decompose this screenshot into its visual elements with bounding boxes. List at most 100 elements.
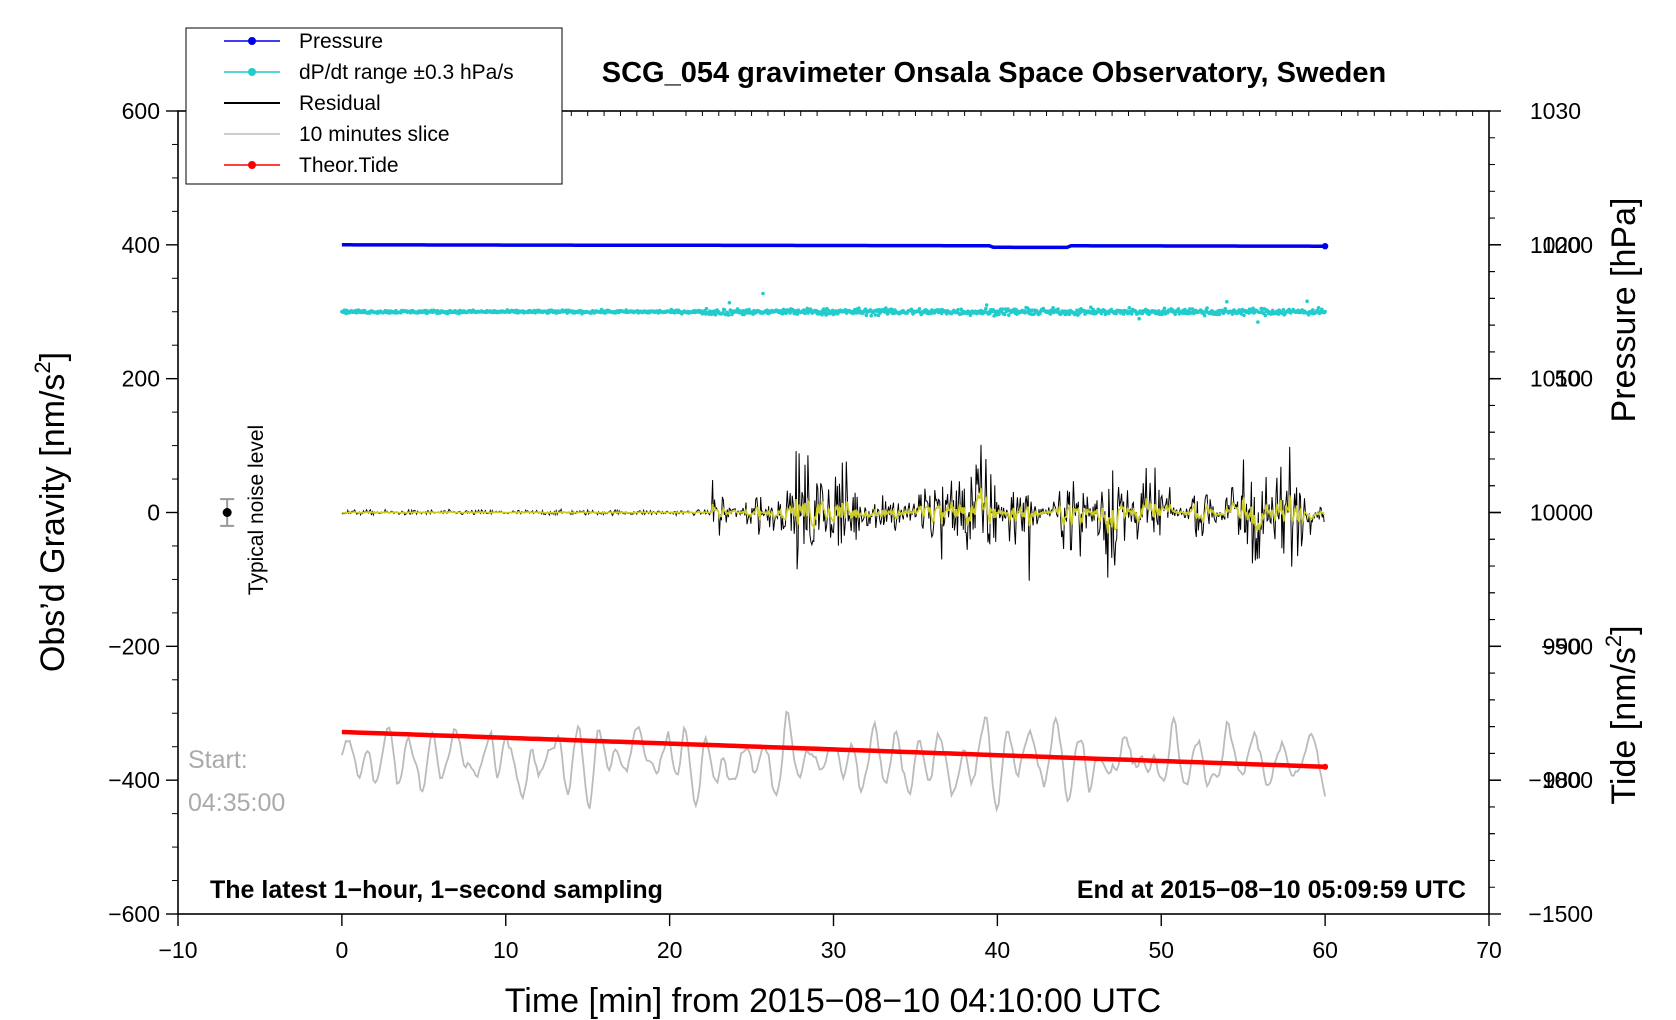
dpdt-point	[1064, 312, 1068, 317]
legend-box	[185, 27, 563, 185]
dpdt-point	[1056, 307, 1060, 311]
dpdt-point	[873, 313, 878, 317]
y-left-tick-label: −400	[108, 767, 160, 793]
dpdt-point	[1121, 312, 1126, 316]
dpdt-point	[1183, 307, 1187, 312]
dpdt-point	[857, 306, 861, 311]
dpdt-point	[1173, 312, 1177, 317]
x-axis-label: Time [min] from 2015−08−10 04:10:00 UTC	[505, 982, 1161, 1020]
x-tick-label: 50	[1148, 937, 1174, 963]
y-pressure-tick-label: 990	[1543, 633, 1581, 659]
plot-frame	[177, 110, 1490, 915]
dpdt-point	[1316, 306, 1321, 310]
series-dpdt	[340, 291, 1327, 324]
dpdt-point	[864, 313, 869, 318]
dpdt-point	[1162, 306, 1167, 311]
tide-end-marker	[1322, 763, 1329, 770]
bottom-right-note: End at 2015−08−10 05:09:59 UTC	[1077, 876, 1466, 904]
dpdt-point	[1251, 306, 1255, 311]
y-tide-tick-label: −1000	[1528, 767, 1593, 793]
x-tick-label: 0	[335, 937, 348, 963]
x-tick-label: 30	[821, 937, 847, 963]
dpdt-point	[1256, 320, 1260, 324]
legend-label: 10 minutes slice	[299, 123, 450, 146]
series-layer	[220, 243, 1329, 813]
legend-marker	[248, 161, 256, 169]
dpdt-point	[1281, 308, 1286, 312]
dpdt-point	[1127, 306, 1132, 310]
dpdt-point	[761, 291, 765, 296]
dpdt-point	[1002, 312, 1007, 317]
legend-label: dP/dt range ±0.3 hPa/s	[299, 61, 514, 84]
legend: Pressure dP/dt range ±0.3 hPa/s Residual 10…	[185, 27, 563, 185]
noise-point	[222, 508, 232, 517]
y-pressure-tick-label: 1010	[1530, 366, 1581, 392]
dpdt-point	[1225, 299, 1229, 304]
y-left-tick-label: 600	[122, 98, 160, 124]
dpdt-point	[1114, 311, 1118, 316]
dpdt-point	[1048, 312, 1053, 316]
x-tick-label: 40	[985, 937, 1011, 963]
y-tide-tick-label: −500	[1541, 633, 1593, 659]
dpdt-point	[1305, 299, 1309, 304]
y-left-tick-label: 400	[122, 232, 160, 258]
dpdt-point	[1223, 306, 1227, 311]
legend-label: Pressure	[299, 30, 383, 53]
x-tick-label: 10	[493, 937, 519, 963]
dpdt-point	[1205, 306, 1209, 310]
dpdt-point	[747, 307, 751, 312]
dpdt-point	[1323, 309, 1327, 314]
y-left-tick-label: 0	[147, 500, 160, 526]
dpdt-point	[917, 307, 922, 311]
series-residual-smoothed	[341, 487, 1325, 534]
x-tick-label: 70	[1476, 937, 1502, 963]
series-theor-tide	[341, 729, 1326, 770]
dpdt-point	[1202, 313, 1207, 318]
dpdt-point	[863, 307, 868, 312]
dpdt-point	[726, 313, 731, 317]
noise-label: Typical noise level	[245, 425, 268, 595]
legend-label: Residual	[299, 92, 381, 115]
x-tick-label: 20	[657, 937, 683, 963]
dpdt-point	[1000, 307, 1005, 311]
start-time: 04:35:00	[188, 789, 285, 817]
dpdt-point	[704, 306, 709, 311]
dpdt-point	[1230, 312, 1235, 316]
dpdt-point	[727, 300, 732, 305]
dpdt-point	[1306, 313, 1311, 317]
dpdt-point	[823, 309, 828, 314]
y-tide-tick-label: −1500	[1528, 901, 1593, 927]
y-pressure-tick-label: 980	[1543, 767, 1581, 793]
chart-title: SCG_054 gravimeter Onsala Space Observat…	[602, 57, 1386, 89]
legend-marker	[248, 68, 256, 76]
y-left-tick-label: −200	[108, 633, 160, 659]
dpdt-point	[1160, 312, 1164, 317]
dpdt-point	[1270, 308, 1275, 313]
y-tide-tick-label: 500	[1555, 366, 1593, 392]
dpdt-point	[722, 308, 727, 312]
dpdt-point	[1311, 308, 1315, 312]
dpdt-point	[997, 312, 1001, 317]
dpdt-point	[1217, 312, 1222, 317]
y-tide-tick-label: 0	[1580, 500, 1593, 526]
start-label: Start:	[188, 746, 248, 774]
dpdt-point	[884, 306, 888, 310]
y-left-tick-label: −600	[108, 901, 160, 927]
y-axis-label-pressure: Pressure [hPa]	[1605, 198, 1643, 423]
y-axis-label-left: Obs’d Gravity [nm/s2]	[30, 352, 72, 672]
dpdt-point	[1263, 313, 1268, 318]
ticks-layer: −10 0 10 20 30 40 50 60 706004002000−200−400−600…	[108, 98, 1593, 963]
dpdt-point	[1176, 307, 1181, 311]
dpdt-point	[1137, 316, 1141, 321]
dpdt-point	[956, 308, 960, 312]
dpdt-point	[1007, 313, 1011, 317]
y-left-tick-label: 200	[122, 366, 160, 392]
dpdt-point	[984, 306, 988, 311]
dpdt-point	[869, 313, 873, 318]
x-tick-label: −10	[158, 937, 197, 963]
y-pressure-tick-label: 1000	[1530, 500, 1581, 526]
legend-label: Theor.Tide	[299, 154, 399, 177]
bottom-left-note: The latest 1−hour, 1−second sampling	[210, 876, 663, 904]
dpdt-point	[1032, 312, 1036, 316]
